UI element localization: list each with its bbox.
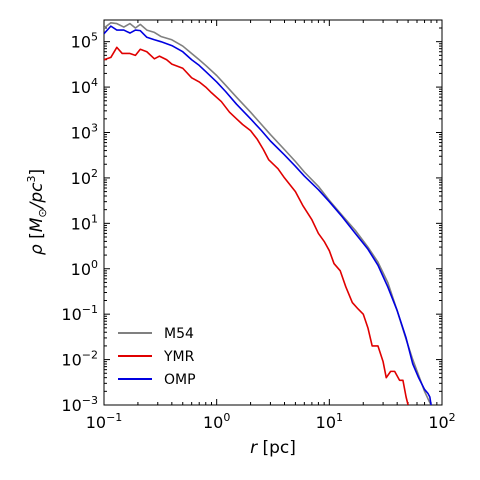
series-line-m54 (104, 22, 432, 405)
plot-frame (103, 19, 443, 406)
series-line-omp (104, 25, 432, 405)
y-tick-label: 104 (71, 76, 98, 97)
legend-label-ymr: YMR (163, 349, 195, 365)
x-tick-label: 100 (203, 411, 230, 432)
x-tick-label: 10−1 (86, 411, 123, 432)
y-axis-label: ρ [M⊙/pc3] (25, 169, 49, 255)
y-tick-label: 105 (71, 31, 98, 52)
legend-label-m54: M54 (164, 326, 194, 342)
x-tick-label: 102 (428, 411, 455, 432)
tick-marks (103, 19, 443, 406)
series-lines (104, 22, 432, 405)
y-tick-label: 10−3 (61, 394, 98, 415)
y-tick-label: 10−2 (61, 349, 98, 370)
y-tick-label: 10−1 (61, 303, 98, 324)
y-tick-label: 100 (71, 258, 98, 279)
legend: M54 YMR OMP (118, 326, 196, 388)
tick-labels: 10−1 100 101 102 10−3 10−2 10−1 100 101 102 103 104… (61, 31, 455, 432)
y-tick-label: 103 (71, 122, 98, 143)
x-tick-label: 101 (316, 411, 343, 432)
series-line-ymr (104, 46, 409, 405)
y-tick-label: 101 (71, 212, 98, 233)
y-tick-label: 102 (71, 167, 98, 188)
legend-label-omp: OMP (164, 372, 196, 388)
x-axis-label: r [pc] (250, 438, 296, 458)
